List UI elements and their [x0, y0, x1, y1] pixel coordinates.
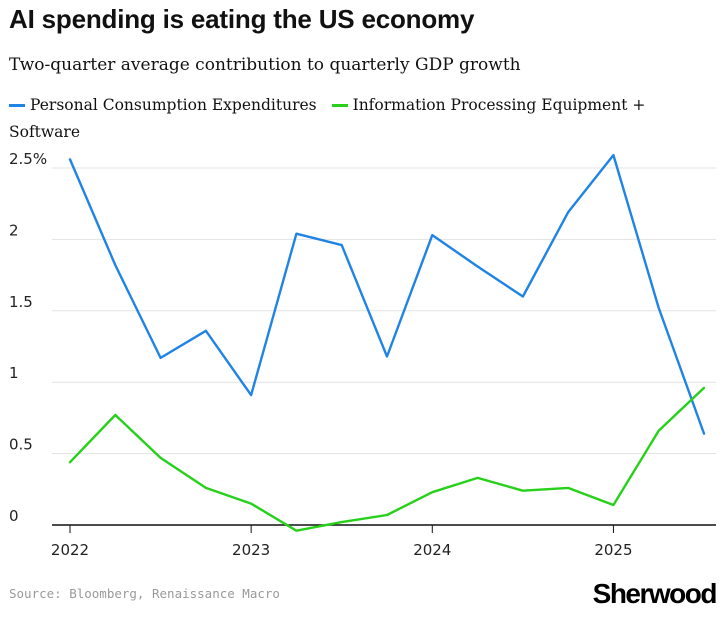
- legend-item-ipe: Information Processing Equipment + Softw…: [9, 96, 645, 141]
- x-tick-label: 2024: [413, 541, 451, 559]
- legend-item-pce: Personal Consumption Expenditures: [9, 96, 317, 114]
- legend-swatch-pce: [9, 103, 25, 107]
- chart-subtitle: Two-quarter average contribution to quar…: [9, 55, 521, 75]
- chart-legend: Personal Consumption Expenditures Inform…: [9, 92, 709, 146]
- source-note: Source: Bloomberg, Renaissance Macro: [9, 586, 280, 601]
- x-axis-labels: 2022 2023 2024 2025: [51, 525, 633, 559]
- legend-label-ipe: Information Processing Equipment + Softw…: [9, 96, 646, 141]
- chart-title: AI spending is eating the US economy: [9, 4, 475, 34]
- gridlines: [52, 167, 716, 526]
- y-tick-label: 0.5: [9, 436, 33, 454]
- y-axis-labels: 0 0.5 1 1.5 2 2.5%: [9, 150, 47, 525]
- y-tick-label: 0: [9, 507, 19, 525]
- y-tick-label: 2.5%: [9, 150, 47, 168]
- brand-logo: Sherwood: [592, 578, 718, 609]
- x-tick-label: 2023: [232, 541, 270, 559]
- legend-swatch-ipe: [331, 103, 348, 107]
- series-lines: [68, 153, 706, 532]
- y-tick-label: 1.5: [9, 293, 33, 311]
- x-tick-label: 2025: [594, 541, 632, 559]
- y-tick-label: 1: [9, 364, 19, 382]
- series-line-ipe: [68, 386, 706, 532]
- y-tick-label: 2: [9, 221, 19, 239]
- x-tick-label: 2022: [51, 541, 89, 559]
- legend-label-pce: Personal Consumption Expenditures: [30, 96, 317, 114]
- series-line-pce: [68, 153, 706, 435]
